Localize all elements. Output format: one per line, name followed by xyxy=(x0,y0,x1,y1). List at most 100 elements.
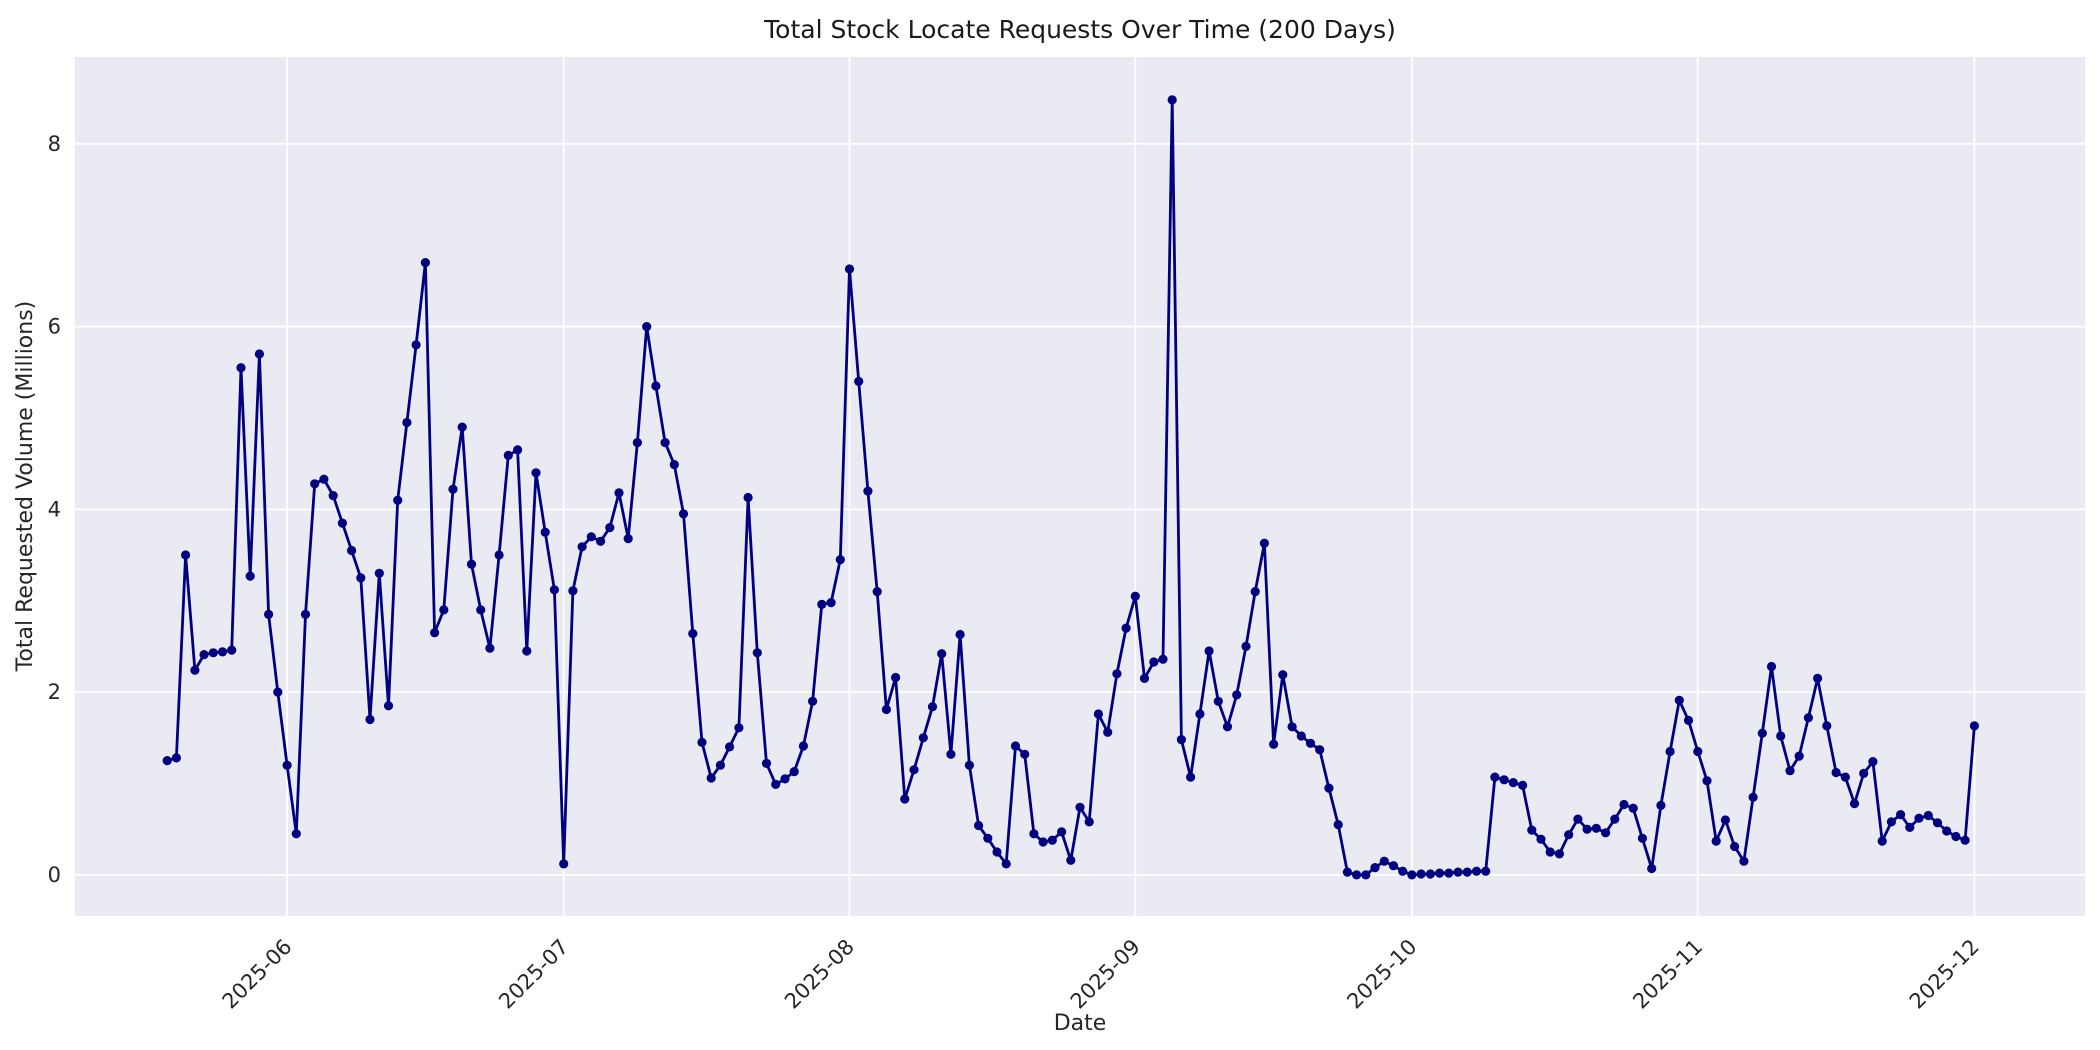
data-point xyxy=(402,417,412,428)
data-point xyxy=(1093,709,1103,719)
data-point xyxy=(1554,849,1564,859)
data-point xyxy=(798,741,809,751)
data-point xyxy=(208,648,218,658)
data-point xyxy=(1370,863,1380,873)
data-point xyxy=(1010,741,1021,751)
data-point xyxy=(347,545,357,556)
data-point xyxy=(1388,861,1399,871)
data-point xyxy=(1259,538,1269,548)
data-point xyxy=(1398,866,1408,876)
data-point xyxy=(522,646,532,656)
data-point xyxy=(1868,757,1878,767)
data-point xyxy=(1877,836,1887,846)
data-point xyxy=(1038,837,1048,847)
data-point xyxy=(844,264,855,274)
data-point xyxy=(697,737,707,748)
data-point xyxy=(383,701,394,711)
data-point xyxy=(282,760,292,770)
data-point xyxy=(291,829,301,839)
data-point xyxy=(577,542,587,552)
data-point xyxy=(1813,673,1823,684)
data-point xyxy=(614,488,624,498)
data-point xyxy=(1822,721,1832,731)
data-point xyxy=(1149,657,1159,667)
data-point xyxy=(1195,709,1205,719)
data-point xyxy=(1204,646,1214,656)
data-point xyxy=(1766,661,1777,672)
data-point xyxy=(1232,690,1242,700)
data-point xyxy=(503,450,513,460)
data-point xyxy=(1674,695,1684,705)
data-point xyxy=(1103,727,1113,737)
data-point xyxy=(1001,859,1011,869)
data-point xyxy=(1564,830,1574,840)
data-point xyxy=(1462,867,1472,877)
data-point xyxy=(1840,772,1850,782)
data-point xyxy=(420,258,430,268)
data-point xyxy=(1942,826,1952,836)
data-point xyxy=(1333,820,1343,830)
data-point xyxy=(817,599,827,610)
data-point xyxy=(872,587,882,597)
data-point xyxy=(955,629,965,640)
data-point xyxy=(430,628,440,638)
data-point xyxy=(1637,833,1647,843)
data-point xyxy=(1831,767,1841,778)
data-point xyxy=(1527,825,1537,835)
data-point xyxy=(264,609,274,620)
data-point xyxy=(199,650,209,660)
data-point xyxy=(808,696,818,706)
data-point xyxy=(559,859,569,869)
data-point xyxy=(1305,738,1316,748)
data-point xyxy=(245,571,255,581)
data-point xyxy=(310,479,320,489)
data-point xyxy=(596,536,606,546)
data-point xyxy=(476,605,486,615)
data-point xyxy=(254,349,264,359)
data-point xyxy=(983,833,993,843)
data-point xyxy=(1794,751,1804,761)
data-point xyxy=(1702,776,1712,786)
data-point xyxy=(854,376,864,386)
data-point xyxy=(1379,856,1389,866)
data-point xyxy=(937,649,947,659)
data-point xyxy=(1186,772,1196,782)
data-point xyxy=(1508,778,1518,788)
data-point xyxy=(1057,827,1067,837)
data-point xyxy=(1960,835,1970,845)
data-point xyxy=(162,756,172,766)
data-point xyxy=(715,760,726,770)
data-point xyxy=(1020,749,1030,759)
data-point xyxy=(1425,869,1435,879)
data-point xyxy=(1416,869,1426,879)
data-point xyxy=(881,704,892,715)
y-tick-label: 6 xyxy=(48,315,61,339)
data-point xyxy=(1582,824,1592,834)
data-point xyxy=(181,550,191,560)
y-axis-label: Total Requested Volume (Millions) xyxy=(13,301,38,673)
data-point xyxy=(900,794,910,804)
data-point xyxy=(1158,654,1168,664)
data-point xyxy=(337,518,347,528)
data-point xyxy=(1315,745,1325,755)
data-point xyxy=(835,555,845,565)
data-point xyxy=(789,767,799,777)
data-point xyxy=(1951,831,1961,842)
data-point xyxy=(1222,722,1233,732)
data-point xyxy=(1499,775,1509,785)
data-point xyxy=(393,495,403,505)
data-point xyxy=(374,568,384,578)
data-point xyxy=(1896,810,1906,820)
data-point xyxy=(513,445,523,455)
data-point xyxy=(1296,731,1306,741)
data-point xyxy=(439,605,449,615)
data-point xyxy=(734,723,744,733)
data-point xyxy=(771,779,781,790)
data-point xyxy=(1757,728,1767,738)
data-point xyxy=(946,749,956,759)
data-point xyxy=(863,486,873,496)
data-point xyxy=(1278,670,1288,680)
data-point xyxy=(1241,641,1251,652)
data-point xyxy=(1923,810,1933,821)
